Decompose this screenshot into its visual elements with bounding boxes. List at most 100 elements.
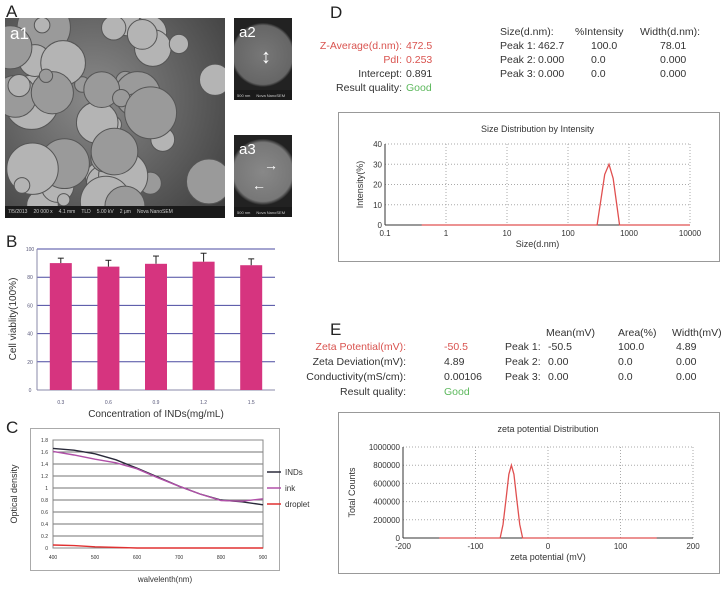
zeta-peak-mean: 0.00 bbox=[548, 356, 569, 368]
peak-label: Peak 1: bbox=[500, 40, 536, 52]
y-tick-label: 200000 bbox=[373, 516, 400, 525]
microsphere bbox=[57, 193, 71, 207]
y-tick-label: 0 bbox=[45, 546, 48, 552]
y-tick-label: 60 bbox=[27, 303, 33, 309]
x-tick-label: 800 bbox=[217, 555, 226, 561]
x-tick-label: -100 bbox=[467, 542, 484, 551]
chart-title: Size Distribution by Intensity bbox=[481, 124, 595, 134]
pdi-value: 0.253 bbox=[406, 54, 433, 66]
x-axis-title: zeta potential (mV) bbox=[510, 552, 586, 562]
zeta-peak-mean: 0.00 bbox=[548, 371, 569, 383]
y-tick-label: 80 bbox=[27, 275, 33, 281]
peak-pct: 0.0 bbox=[591, 68, 606, 80]
z-average-value: 472.5 bbox=[406, 40, 433, 52]
pdi-label: PdI: bbox=[383, 54, 402, 66]
microsphere bbox=[13, 177, 31, 194]
y-tick-label: 0.8 bbox=[41, 498, 48, 504]
microsphere bbox=[168, 33, 190, 55]
x-tick-label: 600 bbox=[133, 555, 142, 561]
y-tick-label: 20 bbox=[27, 360, 33, 366]
zeta-deviation-value: 4.89 bbox=[444, 356, 465, 368]
x-tick-label: 100 bbox=[614, 542, 628, 551]
x-tick-label: 0.6 bbox=[105, 400, 112, 406]
y-tick-label: 40 bbox=[373, 140, 382, 149]
x-tick-label: 10 bbox=[503, 229, 512, 238]
zeta-peak-width: 0.00 bbox=[676, 356, 697, 368]
peak-size: 0.000 bbox=[538, 68, 565, 80]
legend-label: droplet bbox=[285, 500, 310, 509]
x-tick-label: 0 bbox=[546, 542, 551, 551]
zeta-chart-frame bbox=[338, 412, 720, 574]
z-average-label: Z-Average(d.nm): bbox=[319, 40, 402, 52]
sem-scale: 500 nm bbox=[237, 209, 251, 215]
legend-label: ink bbox=[285, 484, 296, 493]
zeta-peak-area: 100.0 bbox=[618, 341, 645, 353]
conductivity-value: 0.00106 bbox=[444, 371, 482, 383]
arrow-left-icon: ← bbox=[252, 177, 266, 193]
bar bbox=[49, 263, 72, 390]
microsphere bbox=[90, 127, 139, 176]
sem-info-bar: 7/5/2013 20 000 x 4.1 mm TLD 5.00 kV 2 μ… bbox=[5, 206, 225, 218]
panel-label-b: B bbox=[6, 232, 18, 251]
sem-hv: 5.00 kV bbox=[96, 209, 114, 215]
zeta-peak-area: 0.0 bbox=[618, 356, 633, 368]
col-header: Width(d.nm): bbox=[640, 26, 701, 38]
quality-label: Result quality: bbox=[340, 386, 406, 398]
sem-scale: 2 μm bbox=[119, 209, 131, 215]
intercept-label: Intercept: bbox=[358, 68, 402, 80]
microspheres-image bbox=[5, 18, 225, 208]
x-tick-label: 100 bbox=[561, 229, 575, 238]
x-tick-label: 0.9 bbox=[153, 400, 160, 406]
peak-size: 0.000 bbox=[538, 54, 565, 66]
intercept-value: 0.891 bbox=[406, 68, 433, 80]
col-header: Mean(mV) bbox=[546, 327, 596, 339]
peak-label: Peak 3: bbox=[500, 68, 536, 80]
chart-title: zeta potential Distribution bbox=[497, 424, 598, 434]
y-tick-label: 0 bbox=[378, 221, 383, 230]
peak-width: 78.01 bbox=[660, 40, 687, 52]
sem-det: TLD bbox=[81, 209, 91, 215]
microsphere bbox=[30, 71, 74, 115]
col-header: Area(%) bbox=[618, 327, 657, 339]
col-header: Size(d.nm): bbox=[500, 26, 554, 38]
microsphere bbox=[124, 86, 178, 140]
zeta-peak-label: Peak 3: bbox=[505, 371, 541, 383]
y-tick-label: 400000 bbox=[373, 498, 400, 507]
distribution-curve bbox=[421, 162, 690, 226]
zeta-peak-label: Peak 2: bbox=[505, 356, 541, 368]
peak-width: 0.000 bbox=[660, 68, 687, 80]
x-tick-label: 1.5 bbox=[248, 400, 255, 406]
y-tick-label: 30 bbox=[373, 160, 382, 169]
y-tick-label: 100 bbox=[26, 247, 35, 253]
zeta-peak-area: 0.0 bbox=[618, 371, 633, 383]
peak-pct: 100.0 bbox=[591, 40, 618, 52]
bar bbox=[97, 266, 120, 390]
sem-tag: a1 bbox=[10, 24, 29, 43]
peak-pct: 0.0 bbox=[591, 54, 606, 66]
y-tick-label: 0.2 bbox=[41, 534, 48, 540]
zeta-potential-value: -50.5 bbox=[444, 341, 468, 353]
sem-mag: 20 000 x bbox=[33, 209, 53, 215]
microsphere bbox=[33, 18, 51, 34]
x-tick-label: 0.3 bbox=[57, 400, 64, 406]
x-axis-title: Size(d.nm) bbox=[516, 239, 560, 249]
peak-size: 462.7 bbox=[538, 40, 565, 52]
x-tick-label: 500 bbox=[91, 555, 100, 561]
series-line-droplet bbox=[52, 544, 263, 549]
y-tick-label: 20 bbox=[373, 181, 382, 190]
x-axis-title: walvelenth(nm) bbox=[137, 575, 193, 584]
x-tick-label: 700 bbox=[175, 555, 184, 561]
bar bbox=[240, 265, 263, 390]
col-header: %Intensity bbox=[575, 26, 624, 38]
sem-scale: 500 nm bbox=[237, 92, 251, 98]
y-tick-label: 800000 bbox=[373, 461, 400, 470]
legend-label: INDs bbox=[285, 468, 303, 477]
y-tick-label: 0 bbox=[396, 534, 401, 543]
col-header: Width(mV) bbox=[672, 327, 722, 339]
sem-date: 7/5/2013 bbox=[8, 209, 28, 215]
quality-label: Result quality: bbox=[336, 82, 402, 94]
panel-label-e: E bbox=[330, 320, 342, 339]
x-tick-label: 1000 bbox=[620, 229, 638, 238]
sem-image-a2: a2 ↕ 500 nm Nova NanoSEM bbox=[234, 18, 292, 100]
